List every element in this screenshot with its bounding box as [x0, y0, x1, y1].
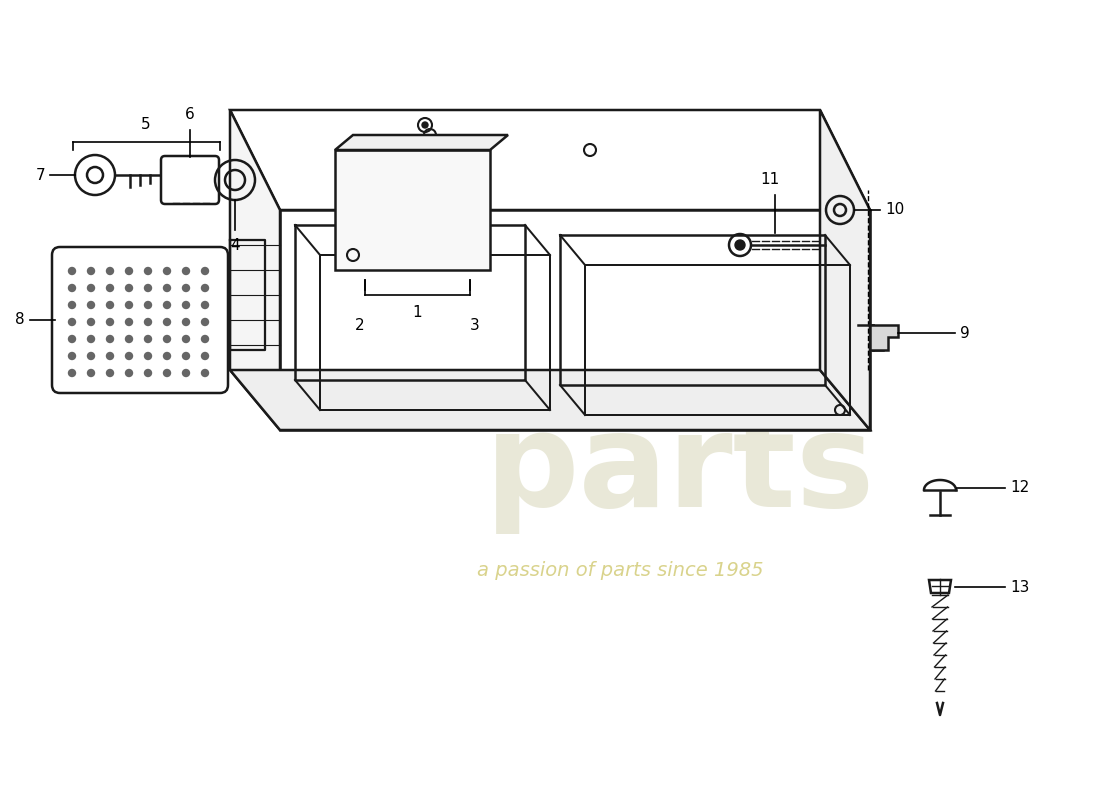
Circle shape	[164, 353, 170, 359]
Circle shape	[68, 335, 76, 342]
Circle shape	[125, 318, 132, 326]
Text: 3: 3	[470, 318, 480, 333]
Circle shape	[68, 370, 76, 377]
Polygon shape	[930, 580, 952, 593]
FancyBboxPatch shape	[52, 247, 228, 393]
Text: 5: 5	[141, 117, 151, 132]
Text: 13: 13	[1010, 579, 1030, 594]
Circle shape	[68, 353, 76, 359]
Circle shape	[125, 285, 132, 291]
Circle shape	[144, 370, 152, 377]
Circle shape	[183, 302, 189, 309]
FancyBboxPatch shape	[161, 156, 219, 204]
Circle shape	[107, 302, 113, 309]
Circle shape	[144, 335, 152, 342]
Polygon shape	[230, 370, 870, 430]
Polygon shape	[820, 110, 870, 430]
Circle shape	[88, 302, 95, 309]
Circle shape	[125, 353, 132, 359]
Text: 6: 6	[185, 107, 195, 122]
Circle shape	[107, 353, 113, 359]
Polygon shape	[336, 150, 490, 270]
Circle shape	[144, 302, 152, 309]
Circle shape	[164, 335, 170, 342]
Circle shape	[125, 267, 132, 274]
Text: 11: 11	[760, 172, 780, 187]
Text: 10: 10	[886, 202, 904, 218]
Circle shape	[422, 122, 428, 128]
Circle shape	[107, 370, 113, 377]
Circle shape	[68, 285, 76, 291]
Text: 4: 4	[230, 238, 240, 253]
Circle shape	[107, 335, 113, 342]
Circle shape	[201, 267, 209, 274]
Circle shape	[201, 335, 209, 342]
Circle shape	[144, 353, 152, 359]
Circle shape	[201, 285, 209, 291]
Circle shape	[201, 370, 209, 377]
Text: 8: 8	[15, 313, 25, 327]
Text: 12: 12	[1010, 481, 1030, 495]
Circle shape	[144, 267, 152, 274]
Circle shape	[183, 370, 189, 377]
Circle shape	[735, 240, 745, 250]
Circle shape	[201, 302, 209, 309]
Polygon shape	[230, 110, 280, 430]
Polygon shape	[280, 210, 870, 430]
Circle shape	[107, 267, 113, 274]
Circle shape	[68, 267, 76, 274]
Text: euro: euro	[491, 306, 829, 434]
Circle shape	[183, 285, 189, 291]
Circle shape	[183, 335, 189, 342]
Circle shape	[201, 318, 209, 326]
Circle shape	[68, 302, 76, 309]
Circle shape	[88, 335, 95, 342]
Circle shape	[164, 302, 170, 309]
Text: parts: parts	[485, 406, 876, 534]
Circle shape	[183, 353, 189, 359]
Text: 7: 7	[35, 167, 45, 182]
Text: 9: 9	[960, 326, 970, 341]
Circle shape	[68, 318, 76, 326]
Circle shape	[164, 370, 170, 377]
Circle shape	[183, 267, 189, 274]
Circle shape	[88, 353, 95, 359]
Circle shape	[125, 302, 132, 309]
Circle shape	[201, 353, 209, 359]
Text: 2: 2	[355, 318, 365, 333]
Polygon shape	[336, 135, 508, 150]
Circle shape	[88, 285, 95, 291]
Circle shape	[164, 267, 170, 274]
Circle shape	[107, 285, 113, 291]
Text: 1: 1	[412, 305, 421, 320]
Circle shape	[107, 318, 113, 326]
Circle shape	[183, 318, 189, 326]
Circle shape	[88, 318, 95, 326]
Circle shape	[164, 285, 170, 291]
Text: a passion of parts since 1985: a passion of parts since 1985	[476, 561, 763, 579]
Polygon shape	[870, 325, 898, 350]
Circle shape	[125, 370, 132, 377]
Circle shape	[88, 267, 95, 274]
Circle shape	[88, 370, 95, 377]
Circle shape	[164, 318, 170, 326]
Circle shape	[144, 285, 152, 291]
Circle shape	[125, 335, 132, 342]
Polygon shape	[230, 110, 870, 210]
Circle shape	[144, 318, 152, 326]
